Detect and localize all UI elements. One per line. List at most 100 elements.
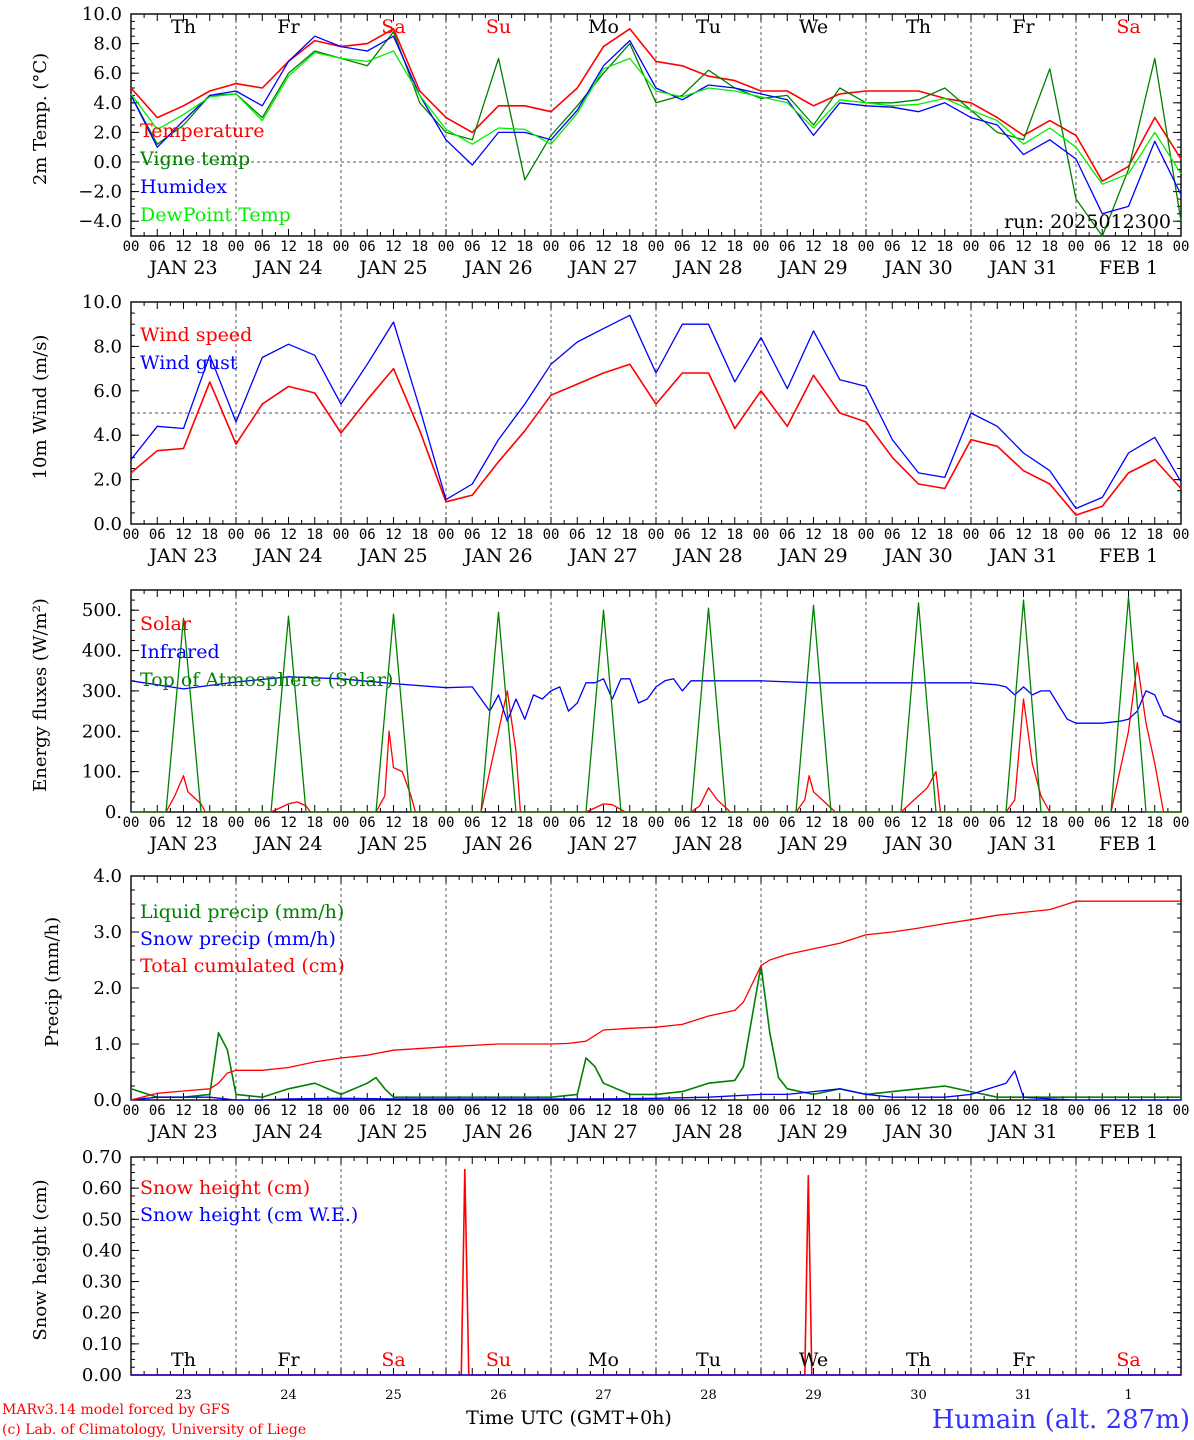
legend-entry: Vigne temp [139,148,250,170]
hour-tick-label: 06 [149,239,166,255]
legend-entry: Infrared [140,641,220,663]
hour-tick-label: 18 [621,239,638,255]
hour-tick-label: 12 [280,1103,297,1119]
date-label: JAN 23 [147,545,217,567]
hour-tick-label: 18 [936,815,953,831]
day-name-label: Fr [1012,1349,1035,1371]
date-label: JAN 29 [777,545,847,567]
legend-entry: Snow precip (mm/h) [140,928,336,950]
hour-tick-label: 18 [1041,527,1058,543]
day-name-label: Sa [1116,1349,1140,1371]
date-label: JAN 26 [462,257,532,279]
date-label: JAN 25 [357,1121,427,1143]
hour-tick-label: 06 [464,1103,481,1119]
day-number-label: 31 [1015,1388,1032,1403]
hour-tick-label: 06 [464,815,481,831]
hour-tick-label: 06 [359,1103,376,1119]
day-name-label: Fr [1012,16,1035,38]
legend-entry: Snow height (cm) [140,1177,310,1199]
hour-tick-label: 12 [595,815,612,831]
hour-tick-label: 18 [1146,239,1163,255]
date-label: JAN 30 [882,833,952,855]
model-credit: MARv3.14 model forced by GFS [2,1402,230,1418]
hour-tick-label: 00 [543,1103,560,1119]
date-label: JAN 31 [987,257,1057,279]
hour-tick-label: 12 [385,239,402,255]
hour-tick-label: 12 [1015,527,1032,543]
hour-tick-label: 12 [490,1103,507,1119]
hour-tick-label: 00 [123,527,140,543]
hour-tick-label: 06 [1094,1103,1111,1119]
y-tick-label: 3.0 [93,922,122,943]
y-tick-label: 4.0 [93,93,122,114]
hour-tick-label: 12 [910,815,927,831]
series-line-2-2 [131,596,1181,813]
y-tick-label: 500. [82,600,122,621]
y-axis-label: 2m Temp. (°C) [30,53,51,185]
hour-tick-label: 06 [989,815,1006,831]
hour-tick-label: 06 [884,815,901,831]
hour-tick-label: 18 [831,527,848,543]
legend-entry: Wind speed [140,324,252,346]
hour-tick-label: 00 [858,1103,875,1119]
y-tick-label: 1.0 [93,1034,122,1055]
date-label: JAN 27 [567,833,637,855]
hour-tick-label: 06 [674,815,691,831]
legend-entry: Temperature [140,120,264,142]
date-label: JAN 29 [777,833,847,855]
hour-tick-label: 12 [700,527,717,543]
day-name-label: Fr [277,1349,300,1371]
date-label: JAN 28 [672,545,742,567]
hour-tick-label: 06 [674,527,691,543]
y-tick-label: −2.0 [78,182,122,203]
series-line-1-0 [130,363,1182,516]
date-label: JAN 23 [147,1121,217,1143]
y-tick-label: 2.0 [93,978,122,999]
hour-tick-label: 12 [175,815,192,831]
day-number-label: 24 [280,1388,297,1403]
hour-tick-label: 00 [648,239,665,255]
y-tick-label: 0.0 [93,514,122,535]
y-tick-label: 0.40 [82,1240,122,1261]
y-tick-label: 0.0 [93,152,122,173]
hour-tick-label: 06 [569,239,586,255]
series-line-0-0 [130,27,1182,182]
hour-tick-label: 00 [1173,815,1190,831]
date-label: JAN 30 [882,545,952,567]
hour-tick-label: 00 [123,815,140,831]
hour-tick-label: 12 [175,1103,192,1119]
hour-tick-label: 06 [569,527,586,543]
day-name-label: Tu [696,16,721,38]
y-tick-label: 6.0 [93,381,122,402]
date-label: JAN 28 [672,257,742,279]
hour-tick-label: 00 [753,239,770,255]
hour-tick-label: 00 [1068,239,1085,255]
series-line-2-1 [130,676,1182,724]
hour-tick-label: 06 [884,239,901,255]
hour-tick-label: 06 [779,527,796,543]
day-number-label: 27 [595,1388,612,1403]
hour-tick-label: 06 [989,527,1006,543]
hour-tick-label: 18 [621,1103,638,1119]
y-tick-label: 0.50 [82,1209,122,1230]
hour-tick-label: 12 [280,527,297,543]
hour-tick-label: 18 [516,527,533,543]
hour-tick-label: 12 [280,239,297,255]
hour-tick-label: 00 [333,815,350,831]
date-label: JAN 24 [252,1121,322,1143]
hour-tick-label: 06 [254,527,271,543]
day-number-label: 28 [700,1388,717,1403]
y-axis-label: 10m Wind (m/s) [30,335,51,480]
date-label: JAN 24 [252,833,322,855]
hour-tick-label: 06 [989,239,1006,255]
hour-tick-label: 00 [753,815,770,831]
hour-tick-label: 06 [884,1103,901,1119]
hour-tick-label: 00 [123,239,140,255]
series-line-1-1 [130,314,1182,510]
hour-tick-label: 00 [333,1103,350,1119]
date-label: JAN 27 [567,545,637,567]
y-tick-label: 200. [82,721,122,742]
series-line-3-0 [130,964,1181,1098]
date-label: JAN 26 [462,545,532,567]
hour-tick-label: 12 [910,239,927,255]
